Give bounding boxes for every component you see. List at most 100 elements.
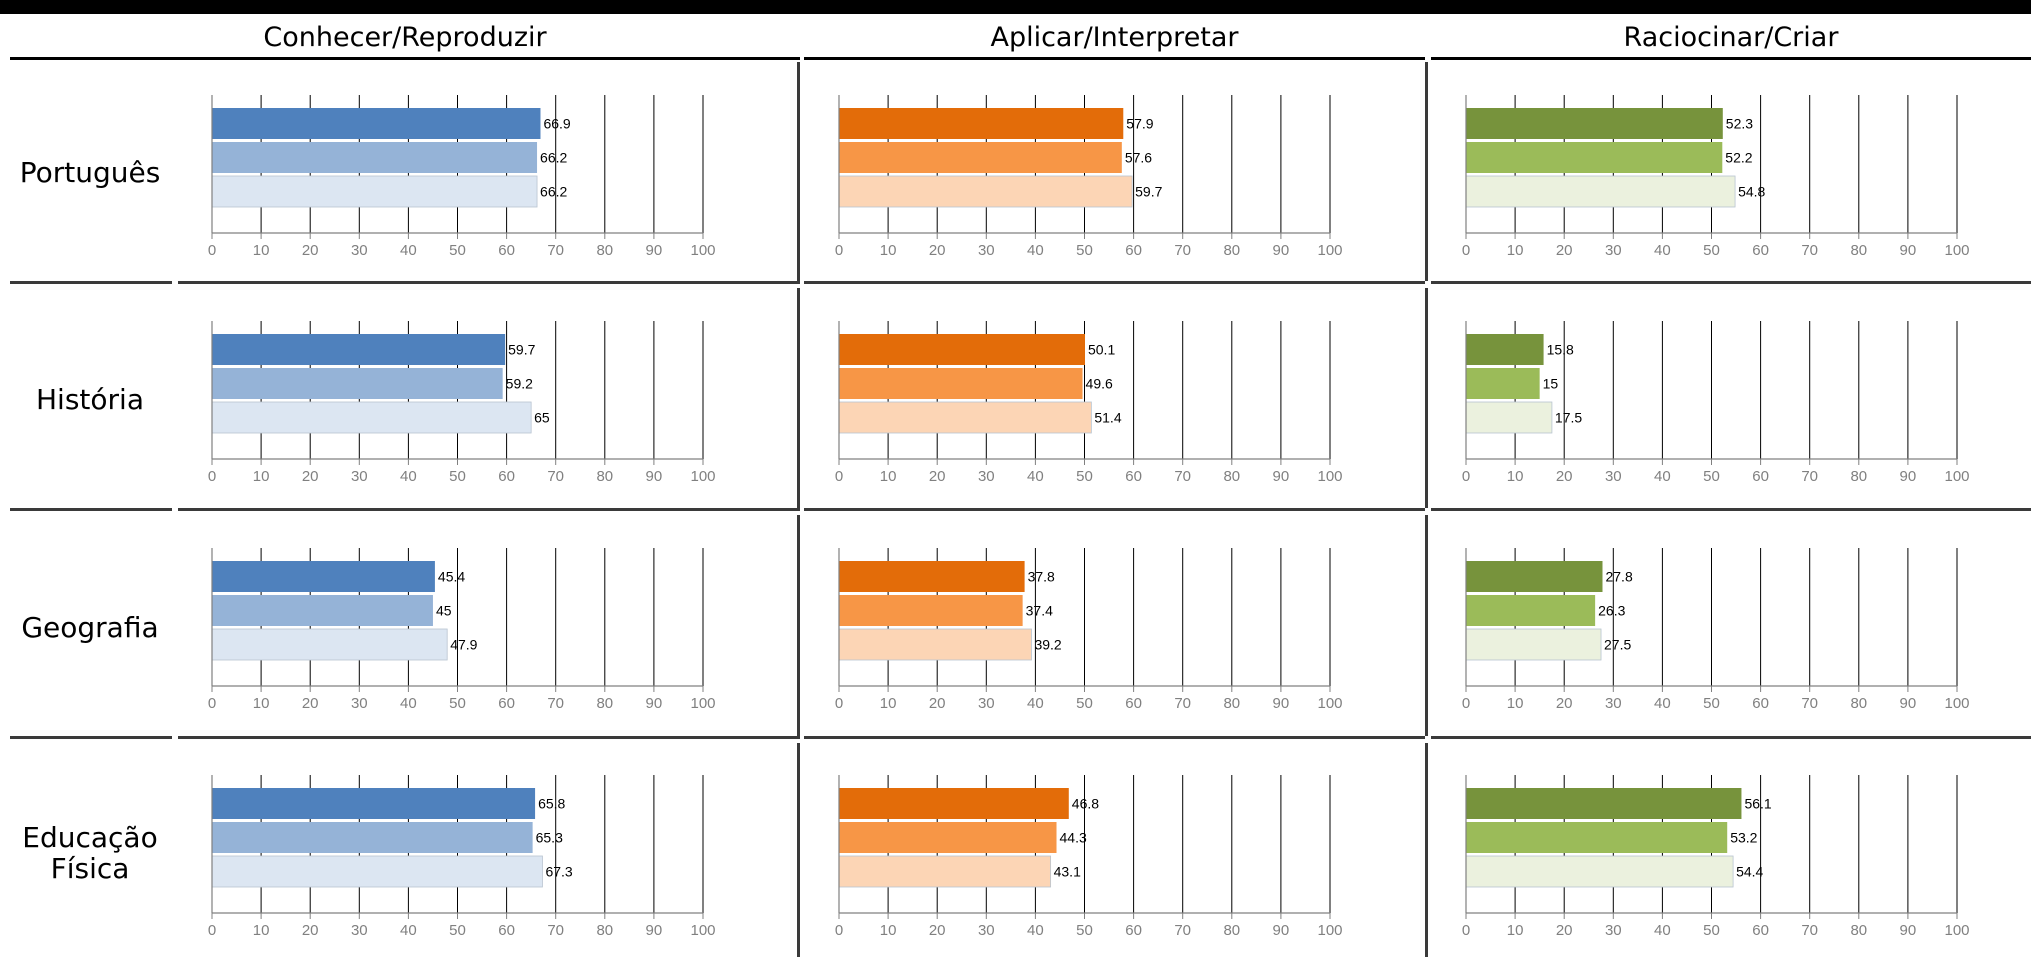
- tick-label: 80: [1223, 695, 1240, 712]
- tick-label: 70: [1801, 242, 1818, 259]
- tick-label: 90: [1900, 242, 1917, 259]
- data-label: 57.9: [1126, 116, 1153, 132]
- row-separator: [804, 508, 1425, 511]
- tick-label: 0: [208, 695, 216, 712]
- row-label-line: Educação: [22, 821, 158, 854]
- bar: [212, 595, 433, 626]
- bar-chart-panel: 66.9 66.2 66.2 0 10 20 30 40 50 60 70 80 90 100: [208, 95, 716, 259]
- tick-label: 10: [880, 242, 897, 259]
- bar: [839, 561, 1025, 592]
- data-label: 39.2: [1034, 637, 1061, 653]
- bar: [212, 788, 536, 819]
- tick-label: 60: [498, 468, 515, 485]
- data-label: 17.5: [1555, 410, 1582, 426]
- bar: [839, 788, 1069, 819]
- bar: [1465, 401, 1553, 434]
- tick-label: 0: [1462, 922, 1470, 939]
- tick-label: 10: [1507, 695, 1524, 712]
- bar: [211, 628, 448, 661]
- tick-label: 20: [1556, 922, 1573, 939]
- tick-label: 100: [1944, 695, 1969, 712]
- bar: [839, 142, 1122, 173]
- bar-chart-panel: 57.9 57.6 59.7 0 10 20 30 40 50 60 70 80 90 100: [835, 95, 1343, 259]
- data-label: 47.9: [450, 637, 477, 653]
- bar-chart-panel: 46.8 44.3 43.1 0 10 20 30 40 50 60 70 80 90 100: [835, 775, 1343, 939]
- tick-label: 60: [1752, 242, 1769, 259]
- tick-label: 90: [1273, 468, 1290, 485]
- tick-label: 20: [929, 922, 946, 939]
- row-separator: [10, 281, 172, 284]
- bar: [1465, 175, 1736, 208]
- bar: [839, 334, 1085, 365]
- tick-label: 80: [1223, 468, 1240, 485]
- bar: [839, 595, 1023, 626]
- tick-label: 90: [1273, 242, 1290, 259]
- data-label: 43.1: [1054, 864, 1081, 880]
- tick-label: 30: [351, 695, 368, 712]
- bar: [838, 401, 1092, 434]
- tick-label: 30: [1605, 695, 1622, 712]
- tick-label: 50: [1076, 922, 1093, 939]
- tick-label: 30: [1605, 468, 1622, 485]
- tick-label: 20: [929, 242, 946, 259]
- tick-label: 100: [1317, 242, 1342, 259]
- bar: [212, 561, 435, 592]
- tick-label: 50: [1076, 468, 1093, 485]
- column-rule: [804, 57, 1425, 60]
- tick-label: 80: [1850, 695, 1867, 712]
- tick-label: 20: [929, 468, 946, 485]
- row-separator: [804, 736, 1425, 739]
- tick-label: 30: [351, 468, 368, 485]
- tick-label: 50: [1703, 695, 1720, 712]
- bar-chart-panel: 65.8 65.3 67.3 0 10 20 30 40 50 60 70 80 90 100: [208, 775, 716, 939]
- row-separator: [10, 736, 172, 739]
- row-label-line: Português: [19, 156, 161, 189]
- data-label: 37.4: [1026, 603, 1053, 619]
- tick-label: 100: [690, 695, 715, 712]
- bar-chart-panel: 37.8 37.4 39.2 0 10 20 30 40 50 60 70 80 90 100: [835, 548, 1343, 712]
- data-label: 54.4: [1736, 864, 1763, 880]
- data-label: 46.8: [1072, 796, 1099, 812]
- tick-label: 100: [1944, 242, 1969, 259]
- tick-label: 100: [690, 242, 715, 259]
- tick-label: 90: [646, 922, 663, 939]
- tick-label: 50: [1703, 468, 1720, 485]
- bar: [839, 368, 1083, 399]
- row-label-line: História: [36, 383, 144, 416]
- data-label: 49.6: [1086, 376, 1113, 392]
- bar: [1466, 142, 1723, 173]
- tick-label: 100: [1317, 922, 1342, 939]
- bar: [839, 822, 1057, 853]
- column-separator: [1425, 62, 1428, 281]
- tick-label: 20: [1556, 468, 1573, 485]
- tick-label: 30: [978, 695, 995, 712]
- bar: [1466, 561, 1603, 592]
- tick-label: 30: [351, 242, 368, 259]
- row-separator: [804, 281, 1425, 284]
- bar: [838, 855, 1052, 888]
- tick-label: 30: [351, 922, 368, 939]
- bar: [838, 628, 1032, 661]
- tick-label: 100: [1944, 468, 1969, 485]
- column-separator: [797, 743, 800, 957]
- tick-label: 40: [1027, 468, 1044, 485]
- row-separator: [1431, 736, 2031, 739]
- tick-label: 20: [302, 695, 319, 712]
- data-label: 15.8: [1547, 342, 1574, 358]
- tick-label: 10: [253, 468, 270, 485]
- tick-label: 90: [646, 242, 663, 259]
- column-separator: [1425, 743, 1428, 957]
- bar-chart-panel: 50.1 49.6 51.4 0 10 20 30 40 50 60 70 80 90 100: [835, 321, 1343, 485]
- row-separator: [178, 281, 800, 284]
- bar: [212, 822, 533, 853]
- tick-label: 60: [1125, 468, 1142, 485]
- tick-label: 60: [498, 695, 515, 712]
- tick-label: 70: [547, 468, 564, 485]
- data-label: 66.2: [540, 184, 567, 200]
- data-label: 53.2: [1730, 830, 1757, 846]
- data-label: 56.1: [1744, 796, 1771, 812]
- data-label: 67.3: [545, 864, 572, 880]
- tick-label: 90: [1900, 922, 1917, 939]
- column-header-raciocinar: Raciocinar/Criar: [1623, 22, 1839, 53]
